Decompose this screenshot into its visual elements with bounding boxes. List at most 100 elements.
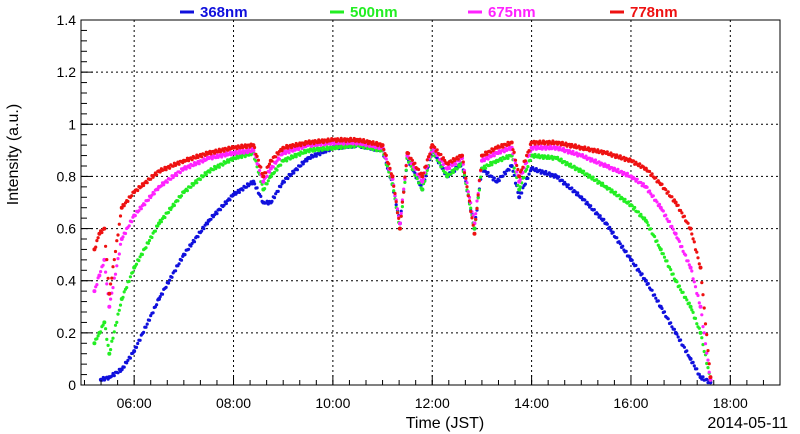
series-dot — [122, 365, 126, 369]
series-dot — [110, 374, 114, 378]
series-dot — [653, 293, 657, 297]
series-dot — [169, 207, 173, 212]
series-dot — [177, 162, 181, 166]
series-dot — [378, 142, 382, 146]
series-dot — [557, 175, 561, 179]
series-dot — [603, 162, 607, 166]
series-dot — [175, 173, 179, 177]
series-dot — [392, 189, 396, 193]
series-dot — [419, 171, 423, 175]
series-dot — [559, 143, 563, 147]
series-dot — [321, 140, 325, 145]
series-dot — [691, 310, 695, 314]
series-dot — [333, 147, 337, 151]
series-dot — [489, 150, 493, 154]
series-dot — [276, 189, 280, 193]
series-dot — [136, 188, 140, 193]
series-dot — [446, 162, 450, 166]
series-dot — [299, 144, 303, 148]
series-dot — [259, 165, 263, 169]
legend-label: 368nm — [200, 4, 248, 21]
series-dot — [669, 321, 673, 325]
series-dot — [308, 156, 312, 160]
series-dot — [233, 152, 237, 156]
series-dot — [692, 280, 696, 284]
series-dot — [404, 164, 408, 168]
series-dot — [146, 241, 150, 245]
series-dot — [497, 179, 501, 183]
series-dot — [307, 150, 311, 154]
series-dot — [505, 154, 509, 158]
series-dot — [205, 152, 210, 156]
series-dot — [667, 219, 672, 224]
series-dot — [590, 147, 594, 151]
series-dot — [113, 323, 118, 327]
series-dot — [687, 226, 691, 230]
series-dot — [508, 164, 513, 168]
series-dot — [662, 255, 667, 259]
series-dot — [95, 283, 99, 287]
series-dot — [421, 171, 426, 175]
series-dot — [118, 303, 123, 307]
x-tick-label: 08:00 — [216, 395, 251, 411]
series-dot — [516, 190, 520, 195]
series-dot — [138, 338, 142, 342]
series-dot — [521, 171, 525, 175]
series-dot — [267, 176, 272, 180]
series-dot — [577, 144, 581, 148]
plot-frame — [80, 19, 781, 386]
series-dot — [451, 170, 455, 174]
series-dot — [164, 285, 168, 289]
series-dot — [578, 167, 582, 171]
series-dot — [387, 162, 391, 166]
series-dot — [454, 162, 458, 166]
series-dot — [403, 177, 407, 181]
series-dot — [271, 165, 275, 169]
series-dot — [276, 152, 280, 156]
series-dot — [503, 172, 508, 176]
series-dot — [112, 330, 116, 334]
series-dot — [275, 168, 279, 172]
series-dot — [476, 196, 480, 200]
series-dot — [117, 222, 121, 226]
series-dot — [168, 278, 172, 282]
series-dot — [130, 194, 134, 198]
series-dot — [307, 139, 311, 143]
series-dot — [655, 200, 659, 204]
series-dot — [301, 151, 305, 155]
series-dot — [624, 249, 628, 253]
series-dot — [584, 154, 588, 158]
series-dot — [126, 199, 130, 203]
series-dot — [413, 171, 417, 175]
series-dot — [705, 377, 709, 381]
series-dot — [685, 298, 689, 302]
series-dot — [553, 155, 557, 160]
series-dot — [686, 259, 690, 263]
series-dot — [240, 143, 244, 147]
series-dot — [138, 255, 142, 259]
series-dot — [701, 293, 705, 297]
series-dot — [425, 158, 429, 162]
series-dot — [559, 157, 563, 161]
data-point — [102, 320, 107, 325]
series-dot — [163, 215, 167, 220]
series-dot — [553, 147, 557, 151]
series-dot — [583, 198, 587, 202]
series-dot — [243, 155, 247, 159]
series-dot — [679, 208, 683, 213]
series-dot — [615, 236, 619, 240]
series-dot — [158, 295, 162, 299]
series-dot — [172, 203, 176, 208]
series-dot — [183, 253, 187, 257]
series-dot — [546, 142, 550, 146]
series-dot — [465, 181, 469, 185]
series-dot — [115, 264, 119, 268]
series-dot — [384, 157, 388, 161]
series-dot — [266, 179, 270, 183]
series-dot — [415, 177, 419, 181]
series-dot — [181, 168, 185, 172]
series-dot — [96, 276, 100, 280]
series-dot — [185, 156, 189, 160]
series-dot — [255, 154, 259, 158]
